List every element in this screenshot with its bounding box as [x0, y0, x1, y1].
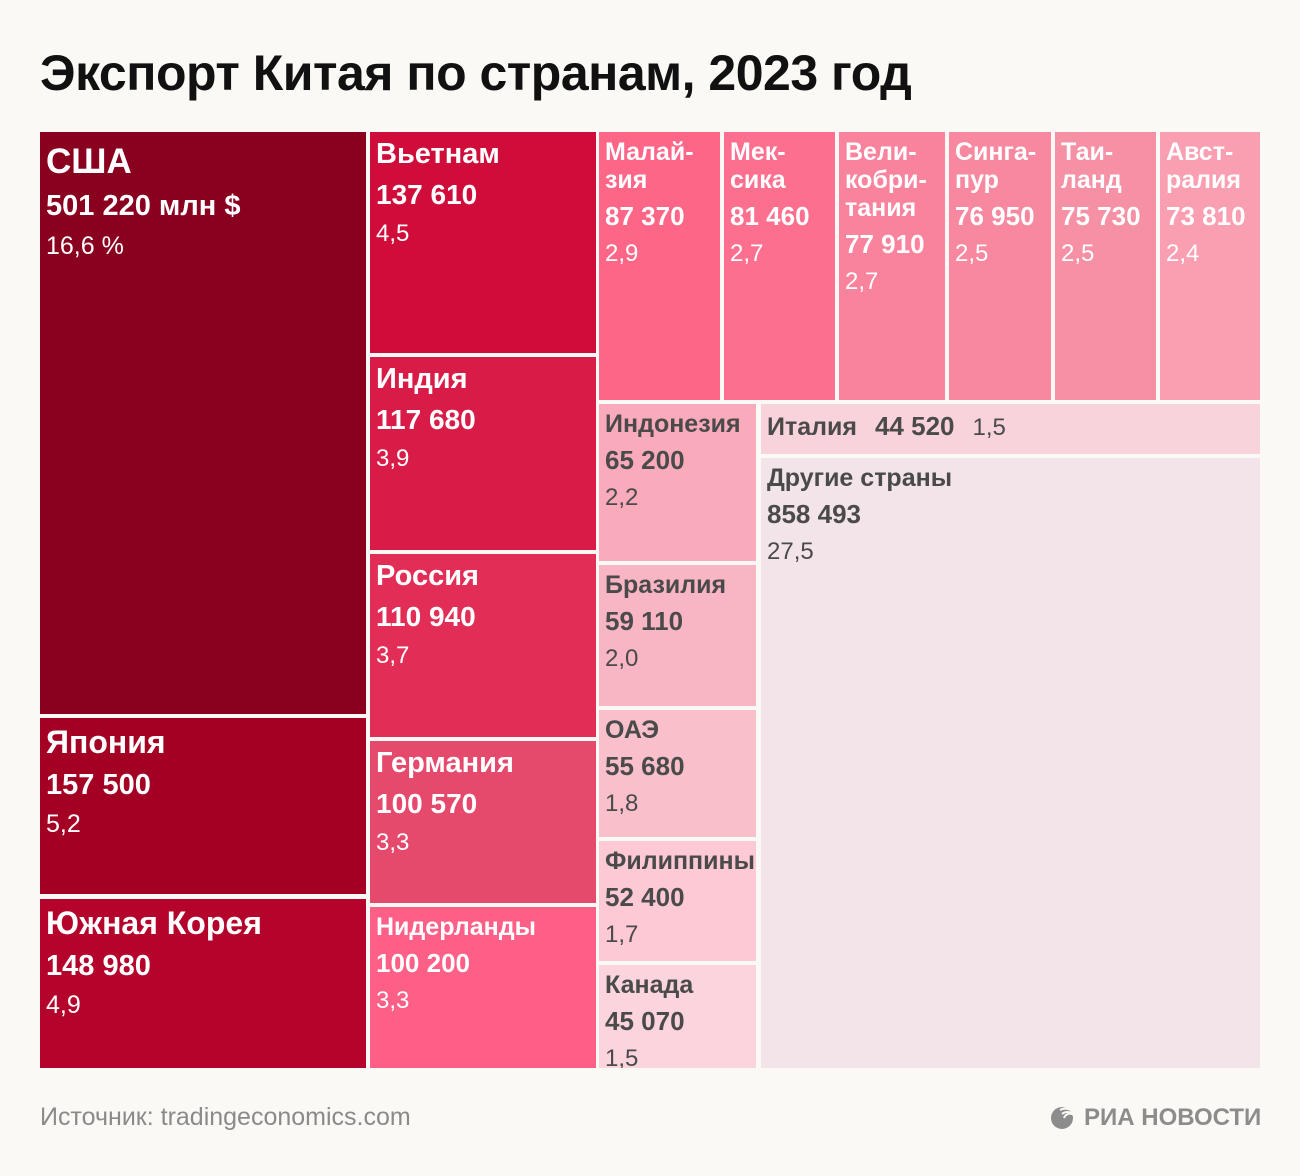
- tile-percent: 1,5: [972, 414, 1006, 441]
- tile-percent: 4,5: [376, 219, 410, 247]
- treemap-tile: Малай- зия 87 370 2,9: [599, 132, 720, 400]
- tile-name: Авст- ралия: [1166, 138, 1242, 194]
- treemap-tile: Индия 117 680 3,9: [370, 357, 596, 550]
- tile-percent: 3,9: [376, 444, 410, 472]
- tile-percent: 2,5: [1061, 239, 1095, 267]
- tile-value: 137 610: [376, 179, 478, 211]
- tile-percent: 3,3: [376, 828, 410, 856]
- tile-value: 45 070: [605, 1006, 685, 1036]
- logo-text: РИА НОВОСТИ: [1084, 1104, 1262, 1131]
- treemap-tile: Россия 110 940 3,7: [370, 554, 596, 737]
- tile-value: 75 730: [1061, 201, 1141, 231]
- treemap-tile: ОАЭ 55 680 1,8: [599, 710, 756, 837]
- treemap-tile: Авст- ралия 73 810 2,4: [1160, 132, 1260, 400]
- tile-value: 858 493: [767, 499, 861, 529]
- tile-percent: 2,7: [845, 267, 879, 295]
- tile-percent: 16,6 %: [46, 231, 124, 260]
- tile-value: 110 940: [376, 601, 476, 633]
- treemap-tile: Синга- пур 76 950 2,5: [949, 132, 1051, 400]
- treemap-tile: Канада 45 070 1,5: [599, 965, 756, 1068]
- treemap-tile: Другие страны 858 493 27,5: [761, 458, 1260, 1068]
- treemap-tile: США 501 220 млн $ 16,6 %: [40, 132, 366, 714]
- tile-name: Индонезия: [605, 410, 741, 438]
- tile-value: 501 220 млн $: [46, 190, 241, 223]
- tile-value: 44 520: [874, 411, 955, 441]
- treemap-tile: Вьетнам 137 610 4,5: [370, 132, 596, 353]
- tile-name: Германия: [376, 747, 514, 779]
- tile-value: 52 400: [605, 882, 685, 912]
- treemap-tile: Италия 44 520 1,5: [761, 404, 1260, 454]
- tile-percent: 1,7: [605, 920, 639, 948]
- tile-value: 157 500: [46, 768, 151, 801]
- tile-value: 148 980: [46, 949, 151, 982]
- tile-name: Япония: [46, 724, 166, 760]
- treemap-tile: Вели- кобри- тания 77 910 2,7: [839, 132, 945, 400]
- treemap-tile: Южная Корея 148 980 4,9: [40, 899, 366, 1068]
- tile-name: ОАЭ: [605, 716, 660, 744]
- tile-percent: 1,8: [605, 789, 639, 817]
- tile-percent: 2,4: [1166, 239, 1200, 267]
- chart-title: Экспорт Китая по странам, 2023 год: [40, 45, 912, 101]
- tile-value: 73 810: [1166, 201, 1246, 231]
- tile-name: Мек- сика: [730, 138, 786, 194]
- tile-name: Канада: [605, 971, 694, 999]
- ria-logo: РИА НОВОСТИ: [1050, 1104, 1261, 1132]
- tile-name: Другие страны: [767, 464, 953, 492]
- tile-percent: 3,7: [376, 641, 410, 669]
- treemap-tile: Филиппины 52 400 1,7: [599, 841, 756, 961]
- tile-name: Италия: [767, 413, 857, 441]
- tile-name: Синга- пур: [955, 138, 1037, 194]
- tile-value: 65 200: [605, 445, 685, 475]
- tile-name: Индия: [376, 363, 468, 395]
- tile-value: 59 110: [605, 606, 684, 636]
- tile-percent: 4,9: [46, 991, 81, 1020]
- treemap-tile: Нидерланды 100 200 3,3: [370, 907, 596, 1068]
- tile-name: Бразилия: [605, 571, 727, 599]
- tile-value: 77 910: [845, 229, 925, 259]
- treemap-tile: Мек- сика 81 460 2,7: [724, 132, 835, 400]
- tile-value: 100 570: [376, 788, 478, 820]
- tile-value: 87 370: [605, 201, 685, 231]
- tile-percent: 27,5: [767, 537, 814, 565]
- tile-percent: 2,9: [605, 239, 639, 267]
- tile-value: 117 680: [376, 404, 476, 436]
- tile-name: Таи- ланд: [1061, 138, 1122, 194]
- tile-value: 55 680: [605, 751, 685, 781]
- treemap-tile: Бразилия 59 110 2,0: [599, 565, 756, 706]
- tile-name: Южная Корея: [46, 905, 262, 941]
- tile-percent: 2,5: [955, 239, 989, 267]
- tile-percent: 5,2: [46, 810, 81, 839]
- source-note: Источник: tradingeconomics.com: [40, 1103, 411, 1131]
- tile-name: Вьетнам: [376, 138, 500, 170]
- tile-percent: 1,5: [605, 1044, 639, 1068]
- tile-percent: 2,0: [605, 644, 639, 672]
- tile-value: 76 950: [955, 201, 1035, 231]
- tile-name: Малай- зия: [605, 138, 694, 194]
- tile-value: 81 460: [730, 201, 810, 231]
- treemap-tile: Таи- ланд 75 730 2,5: [1055, 132, 1156, 400]
- tile-name: Филиппины: [605, 847, 755, 875]
- tile-name: США: [46, 142, 132, 181]
- treemap-tile: Япония 157 500 5,2: [40, 718, 366, 894]
- tile-value: 100 200: [376, 948, 470, 978]
- treemap-tile: Германия 100 570 3,3: [370, 741, 596, 903]
- tile-percent: 2,7: [730, 239, 764, 267]
- tile-name: Нидерланды: [376, 913, 536, 941]
- treemap-tile: Индонезия 65 200 2,2: [599, 404, 756, 561]
- tile-name: Россия: [376, 560, 479, 592]
- tile-percent: 2,2: [605, 483, 639, 511]
- tile-name: Вели- кобри- тания: [845, 138, 927, 222]
- tile-percent: 3,3: [376, 986, 410, 1014]
- globe-icon: [1051, 1107, 1078, 1129]
